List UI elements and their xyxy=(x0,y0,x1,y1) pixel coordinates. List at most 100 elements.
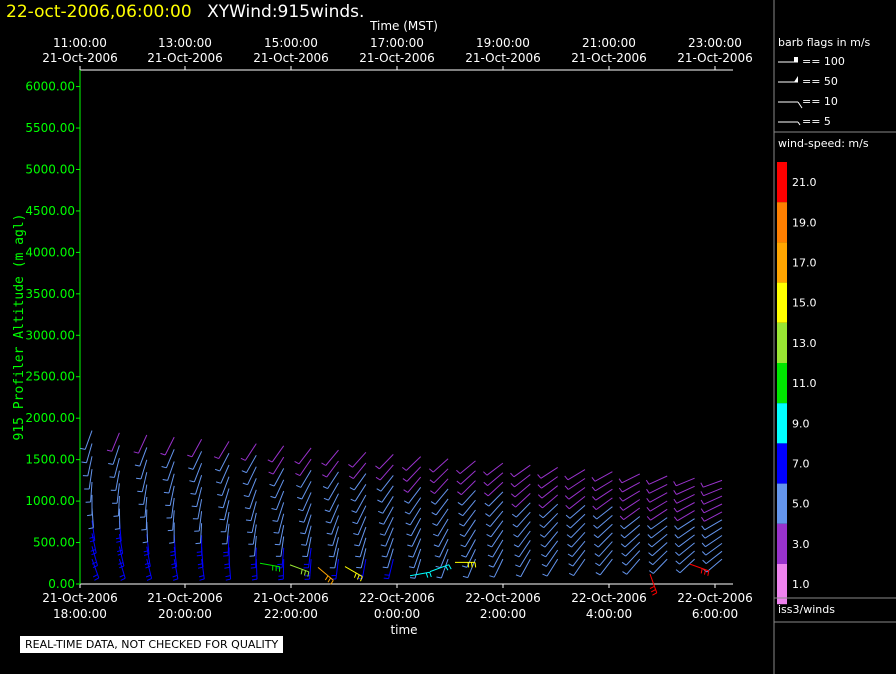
source-label: iss3/winds xyxy=(778,603,835,616)
wind-barb xyxy=(219,500,230,521)
wind-barb xyxy=(645,475,668,485)
wind-barb xyxy=(592,497,613,511)
wind-barb xyxy=(460,529,476,548)
wind-barb xyxy=(649,573,658,596)
y-axis-label: 915 Profiler Altitude (m agl) xyxy=(12,214,27,441)
wind-barb xyxy=(432,508,449,526)
wind-barb xyxy=(674,534,695,548)
wind-barb xyxy=(381,538,394,558)
colorbar-label: 9.0 xyxy=(792,417,810,430)
wind-barb xyxy=(403,476,422,493)
wind-barb xyxy=(380,527,394,547)
wind-barb xyxy=(488,549,504,568)
wind-barb xyxy=(619,499,641,511)
wind-barb xyxy=(649,558,668,574)
top-tick-date: 21-Oct-2006 xyxy=(147,51,223,65)
wind-barb xyxy=(456,470,476,485)
wind-barb xyxy=(512,511,531,528)
wind-barb xyxy=(568,558,586,577)
wind-barb xyxy=(267,445,285,463)
wind-barb xyxy=(674,526,695,539)
wind-barb xyxy=(515,558,531,578)
wind-barb xyxy=(593,515,613,529)
wind-barb xyxy=(455,561,477,568)
y-tick-label: 6000.00 xyxy=(25,80,75,94)
wind-barb xyxy=(431,498,449,516)
wind-barb xyxy=(700,503,723,514)
colorbar-label: 17.0 xyxy=(792,257,817,270)
wind-barb xyxy=(240,443,257,461)
wind-barb xyxy=(109,457,120,478)
wind-barb xyxy=(675,542,695,556)
wind-barb xyxy=(483,481,504,497)
wind-barb xyxy=(511,493,531,508)
wind-barb xyxy=(224,547,230,569)
wind-barb xyxy=(436,558,449,579)
wind-barb xyxy=(457,490,476,506)
wind-barb xyxy=(673,493,695,504)
colorbar-swatch xyxy=(777,403,787,444)
wind-barb xyxy=(278,559,285,581)
wind-barb xyxy=(539,512,559,529)
legend-panel: barb flags in m/s == 100 == 50 == 10 == 5 w… xyxy=(773,0,896,674)
barb-legend-label: == 10 xyxy=(802,95,838,108)
bottom-tick-date: 22-Oct-2006 xyxy=(465,591,541,605)
wind-barb xyxy=(404,497,422,515)
wind-barb xyxy=(485,510,504,528)
wind-barb xyxy=(674,518,695,530)
wind-barb xyxy=(487,530,504,548)
top-tick-time: 15:00:00 xyxy=(264,36,318,50)
wind-barb xyxy=(213,441,230,460)
wind-barb xyxy=(118,546,125,569)
wind-barb xyxy=(161,449,175,469)
wind-barb xyxy=(223,535,230,557)
wind-barb xyxy=(513,530,531,548)
colorbar-label: 13.0 xyxy=(792,337,817,350)
wind-barb xyxy=(289,564,310,577)
y-tick-label: 5000.00 xyxy=(25,162,75,176)
wind-barb xyxy=(673,510,695,522)
wind-barb xyxy=(457,480,476,496)
wind-barb xyxy=(349,473,367,491)
wind-barb xyxy=(701,519,723,531)
wind-barb xyxy=(165,485,175,506)
wind-barb xyxy=(648,542,668,557)
wind-barb xyxy=(383,558,394,580)
wind-barb xyxy=(225,559,232,581)
wind-barb xyxy=(537,466,558,479)
wind-barb xyxy=(187,439,203,458)
wind-barb xyxy=(542,558,559,577)
speed-legend-title: wind-speed: m/s xyxy=(778,137,869,150)
wind-barb xyxy=(406,517,422,537)
bottom-tick-time: 4:00:00 xyxy=(586,607,632,621)
plot-frame xyxy=(79,69,733,585)
wind-barb xyxy=(243,478,257,498)
wind-barb xyxy=(244,489,257,510)
wind-barb xyxy=(485,501,504,517)
wind-barb xyxy=(700,495,723,505)
wind-barb xyxy=(429,564,452,573)
wind-barb xyxy=(322,460,339,478)
wind-barb xyxy=(510,464,531,478)
wind-barb xyxy=(405,507,422,526)
wind-barb xyxy=(330,559,339,580)
wind-barb xyxy=(540,531,559,548)
wind-barb xyxy=(169,522,175,544)
top-axis-title: Time (MST) xyxy=(369,19,438,33)
wind-barb xyxy=(675,558,695,574)
wind-barb xyxy=(701,542,723,556)
wind-barb xyxy=(591,471,613,482)
wind-barb xyxy=(81,443,93,464)
colorbar-swatch xyxy=(777,162,787,203)
wind-barb xyxy=(188,451,203,470)
wind-barb xyxy=(647,525,668,539)
wind-barb xyxy=(513,521,531,538)
wind-barb xyxy=(430,488,449,505)
wind-barb xyxy=(324,493,339,513)
wind-barb xyxy=(564,487,586,500)
wind-barb xyxy=(646,483,668,494)
bottom-tick-date: 21-Oct-2006 xyxy=(147,591,223,605)
wind-barb xyxy=(434,538,449,558)
wind-barb xyxy=(430,478,449,495)
wind-barb xyxy=(134,447,148,467)
